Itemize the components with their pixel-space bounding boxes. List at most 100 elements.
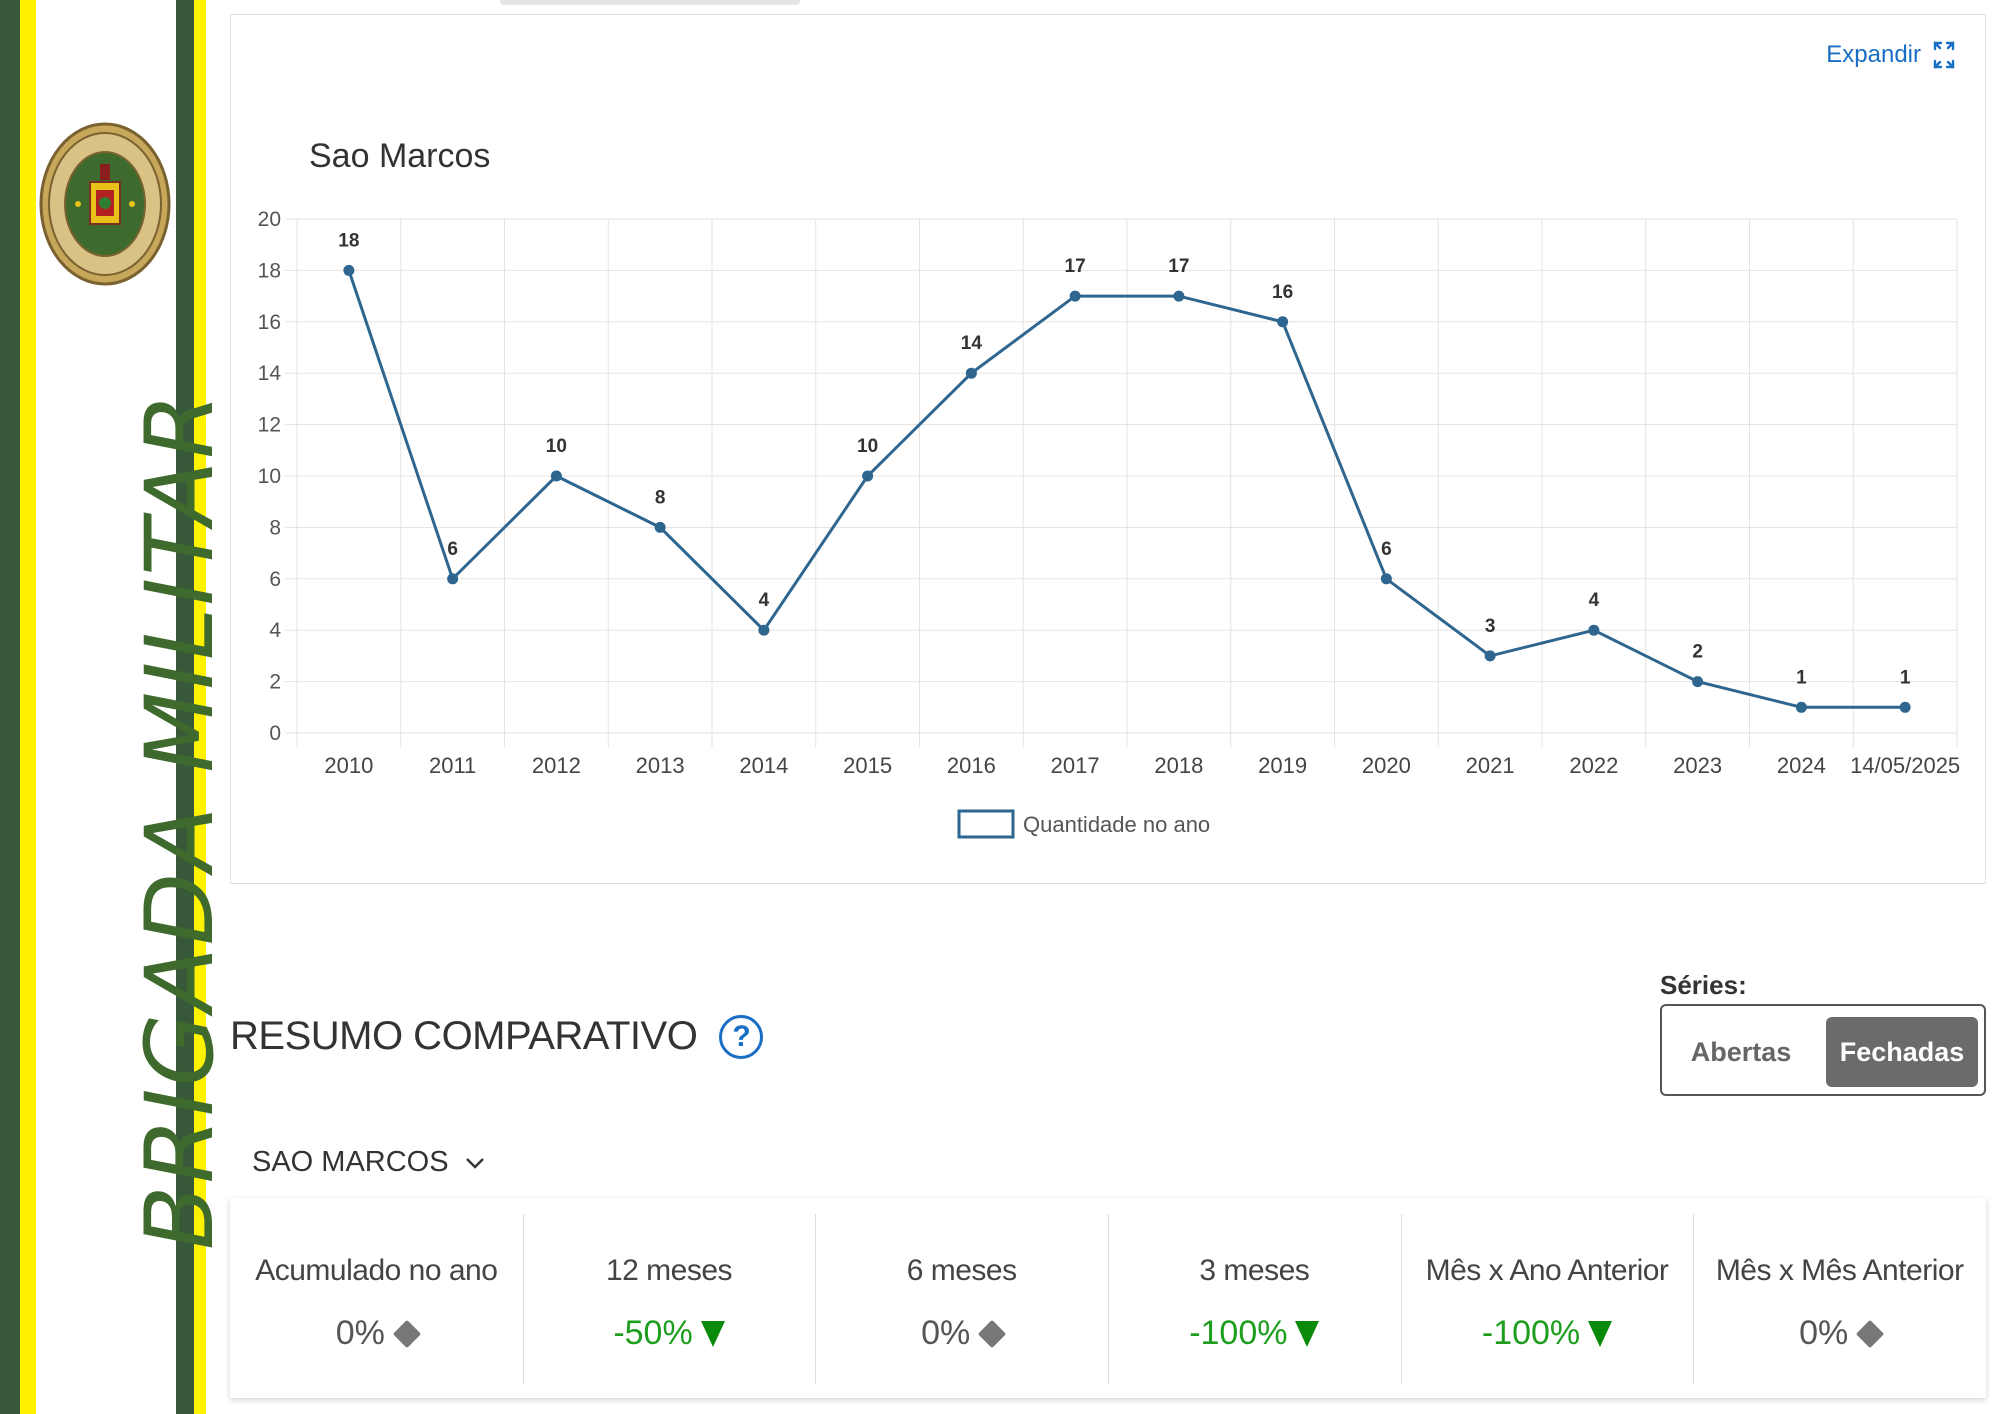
series-toggle: Abertas Fechadas bbox=[1660, 1004, 1986, 1096]
summary-card-label: Acumulado no ano bbox=[255, 1254, 498, 1287]
x-tick-label: 2023 bbox=[1673, 753, 1722, 778]
summary-card-6-meses: 6 meses 0% bbox=[815, 1198, 1108, 1398]
data-point bbox=[1692, 676, 1704, 688]
data-point bbox=[862, 470, 874, 482]
summary-cards: Acumulado no ano 0% 12 meses -50% 6 mese… bbox=[230, 1198, 1986, 1398]
data-point bbox=[1380, 573, 1392, 585]
data-label: 4 bbox=[759, 590, 770, 611]
x-tick-label: 2012 bbox=[532, 753, 581, 778]
x-tick-label: 2021 bbox=[1466, 753, 1515, 778]
data-label: 1 bbox=[1796, 667, 1807, 688]
data-label: 18 bbox=[338, 230, 359, 251]
data-point bbox=[1277, 316, 1289, 328]
legend-swatch bbox=[957, 809, 1015, 839]
data-point bbox=[1899, 701, 1911, 713]
data-label: 10 bbox=[546, 436, 567, 457]
y-tick-label: 16 bbox=[258, 311, 281, 334]
data-point bbox=[965, 367, 977, 379]
y-tick-label: 20 bbox=[258, 208, 281, 231]
x-tick-label: 2011 bbox=[429, 753, 476, 778]
sidebar-stripe-yellow bbox=[194, 0, 206, 1414]
y-tick-label: 4 bbox=[269, 619, 281, 642]
chart-title: Sao Marcos bbox=[309, 137, 490, 175]
sidebar-stripe-green bbox=[0, 0, 20, 1414]
summary-card-mes-ano-anterior: Mês x Ano Anterior -100% bbox=[1400, 1198, 1694, 1398]
data-label: 3 bbox=[1485, 616, 1496, 637]
y-tick-label: 2 bbox=[269, 671, 281, 694]
chevron-down-icon bbox=[465, 1157, 484, 1169]
neutral-diamond-icon bbox=[1856, 1319, 1885, 1348]
summary-card-value: -50% bbox=[613, 1314, 725, 1353]
series-line bbox=[347, 269, 1906, 709]
toggle-fechadas-button[interactable]: Fechadas bbox=[1826, 1017, 1978, 1087]
x-tick-label: 14/05/2025 bbox=[1850, 753, 1960, 778]
data-label: 2 bbox=[1692, 642, 1703, 663]
summary-card-percent: 0% bbox=[335, 1314, 385, 1352]
data-label: 14 bbox=[961, 333, 983, 354]
brand-vertical-text: BRIGADA MILITAR bbox=[126, 391, 235, 1250]
summary-card-label: 6 meses bbox=[906, 1254, 1017, 1287]
x-tick-label: 2024 bbox=[1777, 753, 1826, 778]
chart-panel: Expandir Sao Marcos 0 2 4 6 8 10 12 14 16 18 20 2010… bbox=[230, 14, 1986, 884]
y-tick-label: 0 bbox=[269, 722, 281, 745]
summary-card-percent: -100% bbox=[1481, 1314, 1581, 1352]
summary-card-value: 0% bbox=[921, 1314, 1007, 1353]
summary-card-value: -100% bbox=[1481, 1314, 1613, 1353]
panel-tab-edge bbox=[500, 0, 800, 5]
summary-card-acumulado: Acumulado no ano 0% bbox=[230, 1198, 523, 1398]
y-tick-label: 8 bbox=[269, 516, 281, 539]
data-point bbox=[1588, 624, 1600, 636]
summary-card-label: 3 meses bbox=[1199, 1254, 1310, 1287]
down-triangle-icon bbox=[1295, 1320, 1320, 1347]
x-tick-label: 2017 bbox=[1051, 753, 1100, 778]
y-tick-label: 14 bbox=[258, 362, 282, 385]
summary-card-value: -100% bbox=[1189, 1314, 1320, 1353]
help-question-icon[interactable]: ? bbox=[719, 1014, 764, 1059]
summary-card-mes-mes-anterior: Mês x Mês Anterior 0% bbox=[1693, 1198, 1986, 1398]
summary-card-percent: -100% bbox=[1189, 1314, 1288, 1352]
down-triangle-icon bbox=[1588, 1320, 1613, 1347]
data-label: 8 bbox=[655, 487, 666, 508]
expand-button[interactable]: Expandir bbox=[1826, 41, 1955, 69]
data-point bbox=[758, 624, 770, 636]
data-point bbox=[1069, 290, 1081, 302]
summary-card-label: 12 meses bbox=[605, 1254, 733, 1287]
resumo-heading: RESUMO COMPARATIVO ? bbox=[230, 1014, 764, 1059]
data-label: 6 bbox=[447, 539, 458, 560]
expand-label: Expandir bbox=[1826, 41, 1921, 68]
x-tick-label: 2018 bbox=[1154, 753, 1203, 778]
summary-card-3-meses: 3 meses -100% bbox=[1108, 1198, 1401, 1398]
data-label: 16 bbox=[1272, 282, 1293, 303]
x-tick-label: 2019 bbox=[1258, 753, 1307, 778]
x-tick-label: 2022 bbox=[1569, 753, 1618, 778]
neutral-diamond-icon bbox=[392, 1319, 422, 1348]
data-point bbox=[343, 264, 355, 276]
summary-card-12-meses: 12 meses -50% bbox=[522, 1198, 816, 1398]
summary-card-value: 0% bbox=[1799, 1314, 1885, 1353]
data-point bbox=[654, 521, 666, 533]
toggle-abertas-button[interactable]: Abertas bbox=[1690, 1036, 1792, 1067]
brand-sidebar: BRIGADA MILITAR bbox=[0, 0, 235, 1414]
data-point bbox=[1484, 650, 1496, 662]
x-tick-label: 2015 bbox=[843, 753, 892, 778]
data-point bbox=[550, 470, 562, 482]
data-point bbox=[447, 573, 459, 585]
summary-card-label: Mês x Ano Anterior bbox=[1425, 1254, 1669, 1287]
neutral-diamond-icon bbox=[978, 1319, 1007, 1348]
summary-card-percent: 0% bbox=[921, 1314, 971, 1352]
sidebar-stripe-yellow bbox=[20, 0, 36, 1414]
data-label: 17 bbox=[1168, 256, 1189, 277]
resumo-title: RESUMO COMPARATIVO bbox=[230, 1014, 698, 1058]
brigada-militar-seal-logo bbox=[39, 122, 171, 286]
expand-icon bbox=[1933, 41, 1955, 69]
legend-label: Quantidade no ano bbox=[1023, 812, 1210, 837]
data-label: 6 bbox=[1381, 539, 1392, 560]
data-label: 10 bbox=[857, 436, 878, 457]
x-tick-label: 2016 bbox=[947, 753, 996, 778]
data-point bbox=[1795, 701, 1807, 713]
region-dropdown[interactable]: SAO MARCOS bbox=[252, 1146, 485, 1179]
y-tick-label: 10 bbox=[258, 465, 281, 488]
summary-card-label: Mês x Mês Anterior bbox=[1715, 1254, 1964, 1287]
data-label: 4 bbox=[1589, 590, 1600, 611]
